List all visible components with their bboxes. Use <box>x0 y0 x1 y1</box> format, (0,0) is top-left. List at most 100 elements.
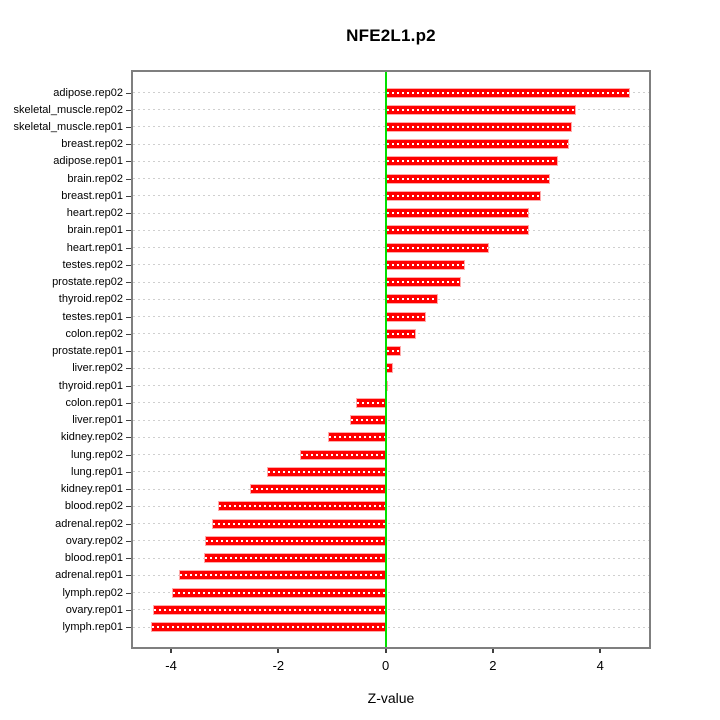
row-gridline <box>133 574 649 576</box>
bar-skeletal_muscle.rep01 <box>385 121 573 132</box>
bar-center-dashes <box>386 281 461 284</box>
bar-skeletal_muscle.rep02 <box>385 104 577 115</box>
row-gridline <box>133 454 649 456</box>
row-gridline <box>133 402 649 404</box>
x-axis-tick-label: 2 <box>489 658 497 673</box>
row-gridline <box>133 488 649 490</box>
row-gridline <box>133 540 649 542</box>
x-axis-tick-label: 0 <box>382 658 390 673</box>
y-axis-tick <box>126 144 133 146</box>
y-axis-tick <box>126 178 133 180</box>
bar-center-dashes <box>386 315 426 318</box>
plot-area <box>131 70 651 649</box>
plot-inner <box>133 72 649 647</box>
y-axis-tick <box>126 609 133 611</box>
zero-reference-line <box>384 72 387 647</box>
bar-kidney.rep01 <box>250 484 386 495</box>
bar-center-dashes <box>386 367 392 370</box>
y-axis-tick <box>126 420 133 422</box>
bar-breast.rep01 <box>385 190 542 201</box>
y-axis-tick <box>126 471 133 473</box>
bar-center-dashes <box>386 229 528 232</box>
y-axis-label: blood.rep02 <box>64 500 123 513</box>
y-axis-label: ovary.rep01 <box>65 603 123 616</box>
bar-prostate.rep02 <box>385 277 462 288</box>
y-axis-tick <box>126 299 133 301</box>
x-axis-tick <box>277 647 280 653</box>
bar-center-dashes <box>386 194 541 197</box>
bar-center-dashes <box>172 591 385 594</box>
bar-center-dashes <box>386 125 572 128</box>
bar-center-dashes <box>152 626 385 629</box>
y-axis-label: colon.rep01 <box>65 396 124 409</box>
chart-title: NFE2L1.p2 <box>346 26 436 45</box>
bar-center-dashes <box>351 419 385 422</box>
y-axis-tick <box>126 627 133 629</box>
bar-center-dashes <box>386 91 630 94</box>
y-axis-tick <box>126 592 133 594</box>
bar-colon.rep02 <box>385 328 416 339</box>
y-axis-label: ovary.rep02 <box>65 534 123 547</box>
y-axis-tick <box>126 264 133 266</box>
bar-breast.rep02 <box>385 139 570 150</box>
bar-liver.rep01 <box>350 415 386 426</box>
bar-center-dashes <box>219 505 385 508</box>
bar-center-dashes <box>386 263 464 266</box>
y-axis-label: lung.rep01 <box>71 465 123 478</box>
bar-adipose.rep02 <box>385 87 631 98</box>
bar-blood.rep01 <box>204 553 386 564</box>
y-axis-tick <box>126 558 133 560</box>
y-axis-label: kidney.rep01 <box>60 483 123 496</box>
bar-center-dashes <box>386 246 489 249</box>
bar-colon.rep01 <box>355 397 386 408</box>
y-axis-label: adipose.rep02 <box>53 86 123 99</box>
y-axis-label: adipose.rep01 <box>53 155 123 168</box>
y-axis-label: brain.rep02 <box>67 172 123 185</box>
y-axis-label: lymph.rep01 <box>62 621 123 634</box>
bar-center-dashes <box>386 177 550 180</box>
bar-center-dashes <box>153 608 385 611</box>
y-axis-tick <box>126 282 133 284</box>
y-axis-tick <box>126 506 133 508</box>
y-axis-tick <box>126 213 133 215</box>
bar-center-dashes <box>386 332 415 335</box>
row-gridline <box>133 523 649 525</box>
y-axis-label: liver.rep02 <box>72 362 123 375</box>
bar-heart.rep01 <box>385 242 490 253</box>
y-axis-tick <box>126 540 133 542</box>
bar-center-dashes <box>386 160 557 163</box>
y-axis-label: lymph.rep02 <box>62 586 123 599</box>
y-axis-label: thyroid.rep02 <box>58 293 123 306</box>
row-gridline <box>133 557 649 559</box>
bar-lung.rep02 <box>299 449 386 460</box>
bar-adrenal.rep02 <box>212 518 386 529</box>
row-gridline <box>133 505 649 507</box>
y-axis-label: breast.rep02 <box>61 138 123 151</box>
y-axis-label: heart.rep01 <box>66 241 123 254</box>
y-axis-tick <box>126 385 133 387</box>
bar-center-dashes <box>268 470 385 473</box>
y-axis-tick <box>126 402 133 404</box>
y-axis-tick <box>126 523 133 525</box>
y-axis-tick <box>126 575 133 577</box>
y-axis-tick <box>126 126 133 128</box>
bar-brain.rep01 <box>385 225 529 236</box>
y-axis-label: testes.rep01 <box>62 310 123 323</box>
y-axis-tick <box>126 454 133 456</box>
bar-center-dashes <box>386 108 576 111</box>
bar-center-dashes <box>386 212 529 215</box>
y-axis-tick <box>126 489 133 491</box>
bar-liver.rep02 <box>385 363 393 374</box>
x-axis-tick <box>599 647 602 653</box>
y-axis-label: kidney.rep02 <box>60 431 123 444</box>
row-gridline <box>133 609 649 611</box>
row-gridline <box>133 471 649 473</box>
y-axis-label: prostate.rep01 <box>52 345 123 358</box>
bar-thyroid.rep02 <box>385 294 438 305</box>
bar-adipose.rep01 <box>385 156 558 167</box>
bar-adrenal.rep01 <box>178 570 386 581</box>
y-axis-tick <box>126 247 133 249</box>
y-axis-label: adrenal.rep01 <box>55 569 123 582</box>
row-gridline <box>133 385 649 387</box>
